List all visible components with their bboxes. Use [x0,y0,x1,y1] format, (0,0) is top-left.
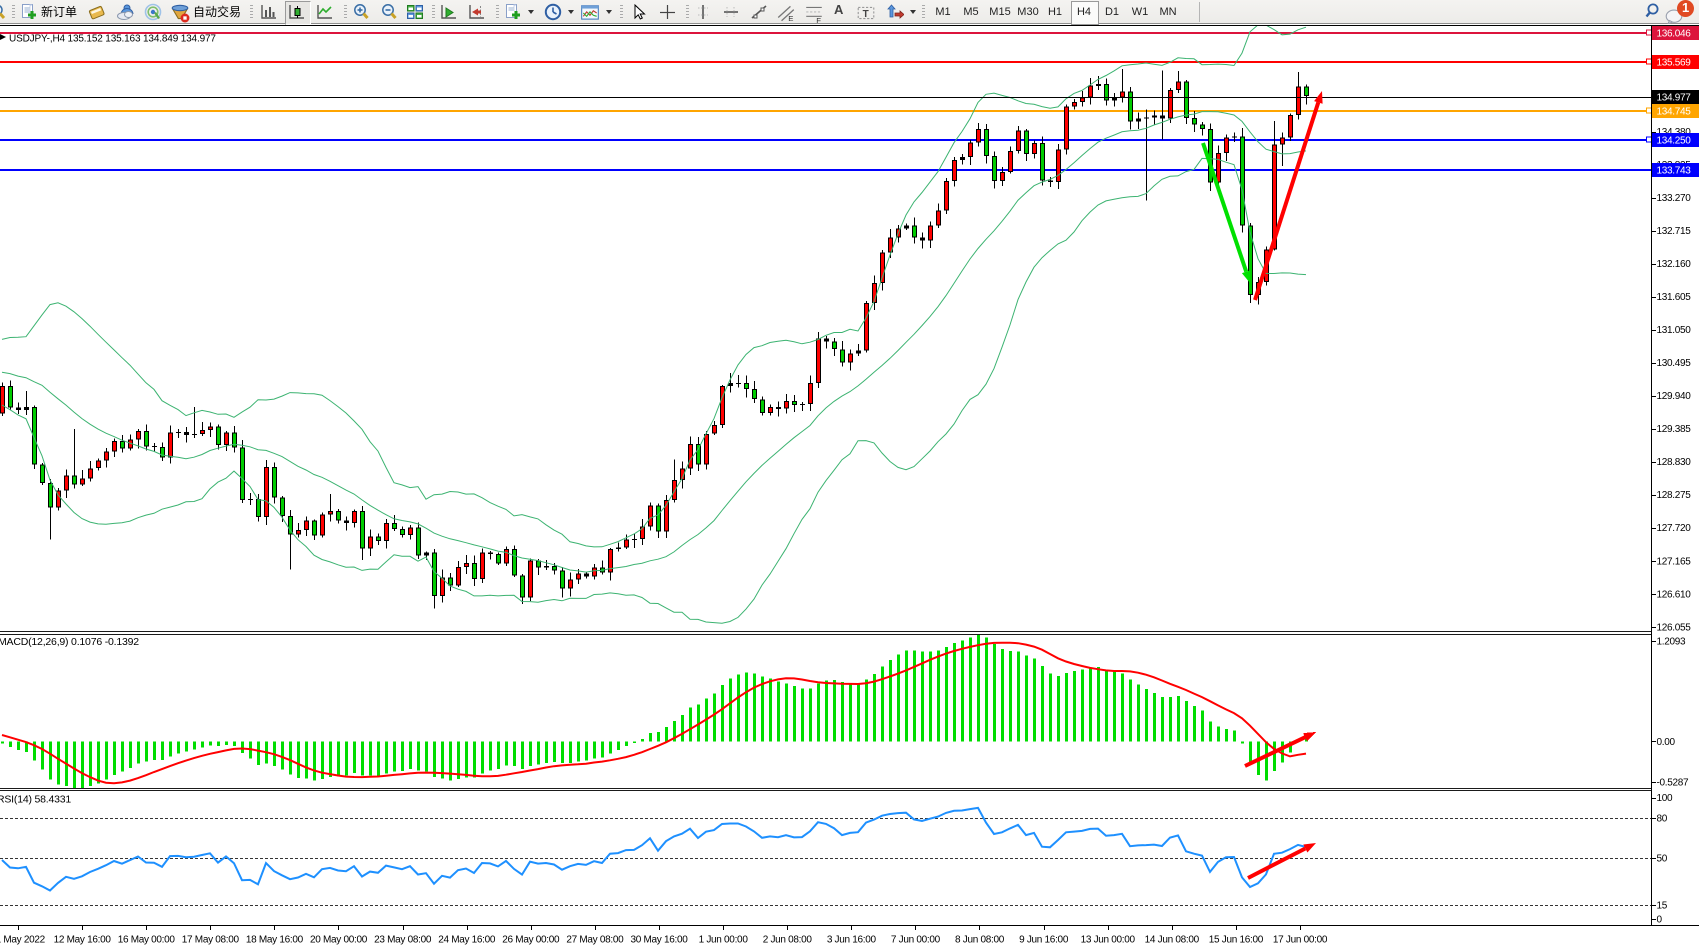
svg-text:134.977: 134.977 [1657,93,1692,104]
svg-text:127.720: 127.720 [1657,523,1692,534]
svg-text:128.275: 128.275 [1657,490,1692,501]
svg-text:F: F [816,16,821,23]
svg-text:-0.5287: -0.5287 [1657,778,1690,789]
svg-text:80: 80 [1657,813,1668,824]
svg-text:8 Jun 08:00: 8 Jun 08:00 [955,935,1005,946]
svg-text:16 May 00:00: 16 May 00:00 [118,935,176,946]
svg-text:127.165: 127.165 [1657,556,1692,567]
svg-text:T: T [863,9,869,20]
svg-text:128.830: 128.830 [1657,457,1692,468]
svg-text:50: 50 [1657,854,1668,865]
svg-text:11 May 2022: 11 May 2022 [0,935,46,946]
svg-text:27 May 08:00: 27 May 08:00 [566,935,624,946]
svg-text:133.270: 133.270 [1657,193,1692,204]
svg-text:17 Jun 00:00: 17 Jun 00:00 [1273,935,1328,946]
svg-text:126.610: 126.610 [1657,589,1692,600]
svg-text:129.940: 129.940 [1657,391,1692,402]
svg-text:24 May 16:00: 24 May 16:00 [438,935,496,946]
svg-text:RSI(14) 58.4331: RSI(14) 58.4331 [0,794,71,806]
svg-text:131.605: 131.605 [1657,292,1692,303]
svg-text:130.495: 130.495 [1657,358,1692,369]
svg-text:133.743: 133.743 [1657,166,1692,177]
svg-text:20 May 00:00: 20 May 00:00 [310,935,368,946]
svg-text:129.385: 129.385 [1657,424,1692,435]
svg-text:30 May 16:00: 30 May 16:00 [631,935,689,946]
svg-text:18 May 16:00: 18 May 16:00 [246,935,304,946]
svg-text:126.055: 126.055 [1657,622,1692,633]
svg-text:0: 0 [1657,915,1663,926]
svg-text:135.569: 135.569 [1657,58,1692,69]
svg-text:USDJPY-,H4 135.152 135.163 13: USDJPY-,H4 135.152 135.163 134.849 134.9… [9,34,216,45]
svg-text:132.715: 132.715 [1657,226,1692,237]
svg-text:1.2093: 1.2093 [1657,637,1687,648]
svg-text:131.050: 131.050 [1657,325,1692,336]
svg-text:12 May 16:00: 12 May 16:00 [54,935,112,946]
svg-text:14 Jun 08:00: 14 Jun 08:00 [1145,935,1200,946]
svg-text:134.745: 134.745 [1657,107,1692,118]
svg-text:17 May 08:00: 17 May 08:00 [182,935,240,946]
svg-text:13 Jun 00:00: 13 Jun 00:00 [1081,935,1136,946]
svg-text:0.00: 0.00 [1657,737,1676,748]
svg-text:134.250: 134.250 [1657,136,1692,147]
svg-text:26 May 00:00: 26 May 00:00 [502,935,560,946]
svg-text:E: E [788,14,793,23]
svg-text:132.160: 132.160 [1657,259,1692,270]
svg-text:134.380: 134.380 [1657,127,1692,138]
svg-text:7 Jun 00:00: 7 Jun 00:00 [891,935,941,946]
svg-text:9 Jun 16:00: 9 Jun 16:00 [1019,935,1069,946]
svg-text:2 Jun 08:00: 2 Jun 08:00 [763,935,813,946]
svg-text:15 Jun 16:00: 15 Jun 16:00 [1209,935,1264,946]
svg-text:136.046: 136.046 [1657,29,1692,40]
svg-text:23 May 08:00: 23 May 08:00 [374,935,432,946]
svg-text:15: 15 [1657,900,1668,911]
svg-text:3 Jun 16:00: 3 Jun 16:00 [827,935,877,946]
svg-text:100: 100 [1657,793,1674,804]
svg-text:1 Jun 00:00: 1 Jun 00:00 [699,935,749,946]
svg-text:MACD(12,26,9) 0.1076 -0.1392: MACD(12,26,9) 0.1076 -0.1392 [0,636,139,648]
